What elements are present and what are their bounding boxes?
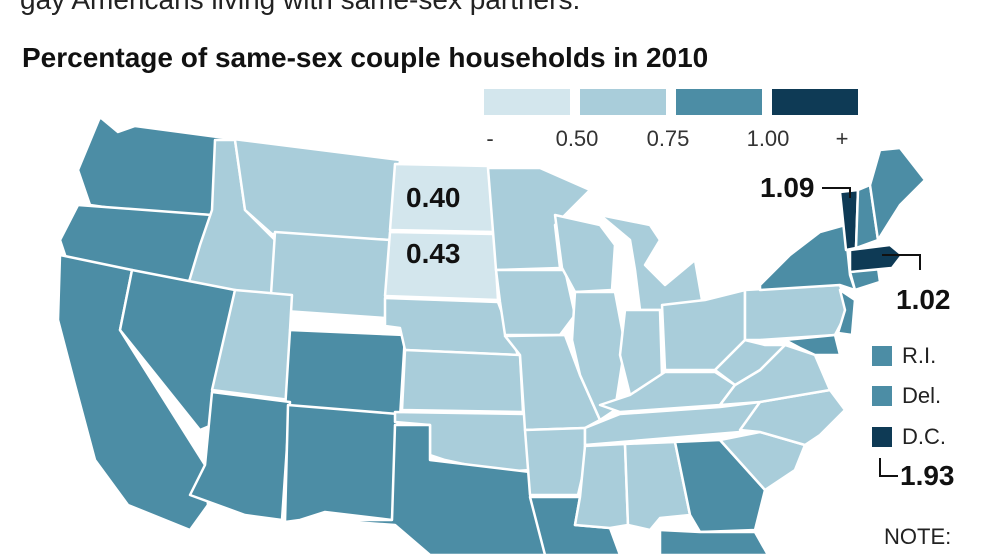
map-title: Percentage of same-sex couple households… (22, 42, 709, 73)
small-state-name: Del. (902, 383, 942, 408)
value-label-south-dakota: 0.43 (406, 238, 461, 269)
value-label-dc: 1.93 (900, 460, 955, 491)
leader-line-massachusetts (882, 254, 921, 270)
state-new-jersey (836, 288, 857, 337)
state-maryland (783, 333, 842, 357)
legend-tick-label: 0.50 (555, 126, 599, 151)
small-state-swatch (872, 346, 892, 366)
legend-tick-label: 0.75 (646, 126, 690, 151)
note-label: NOTE: (884, 524, 952, 549)
small-state-swatch (872, 427, 892, 447)
state-florida (658, 528, 770, 555)
small-state-del: Del. (872, 383, 941, 409)
legend-tick-label: - (486, 126, 494, 151)
state-montana (223, 136, 402, 242)
state-maine (868, 146, 927, 242)
state-south-dakota (383, 230, 500, 302)
legend-swatch-high (676, 89, 762, 115)
state-nevada (118, 268, 237, 432)
state-massachusetts (848, 243, 904, 274)
small-state-name: R.I. (902, 343, 937, 368)
state-south-carolina (718, 430, 807, 492)
state-texas (323, 423, 550, 555)
value-label-north-dakota: 0.40 (406, 182, 461, 213)
leader-line-vermont (822, 187, 851, 198)
small-state-name: D.C. (902, 424, 946, 449)
state-wisconsin (553, 213, 617, 294)
state-illinois (570, 290, 627, 422)
value-label-vermont: 1.09 (760, 172, 815, 203)
legend-tick-label: 1.00 (746, 126, 790, 151)
state-arizona (188, 390, 292, 522)
color-legend (484, 89, 858, 115)
value-label-massachusetts: 1.02 (896, 284, 951, 315)
small-state-ri: R.I. (872, 343, 936, 369)
legend-swatch-highest (772, 89, 858, 115)
legend-swatch-mid (580, 89, 666, 115)
leader-line-dc (879, 458, 898, 477)
legend-swatch-low (484, 89, 570, 115)
intro-text: gay Americans living with same-sex partn… (20, 0, 580, 16)
legend-tick-label: + (835, 126, 849, 151)
small-state-swatch (872, 386, 892, 406)
small-state-dc: D.C. (872, 424, 946, 450)
state-michigan (598, 213, 704, 312)
